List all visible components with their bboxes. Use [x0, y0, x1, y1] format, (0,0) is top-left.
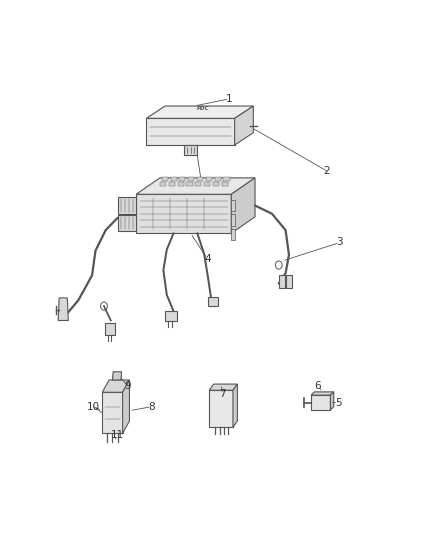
- Polygon shape: [113, 372, 122, 380]
- Polygon shape: [279, 276, 285, 288]
- Polygon shape: [187, 182, 193, 186]
- Polygon shape: [330, 392, 334, 410]
- Text: 3: 3: [336, 238, 343, 247]
- Polygon shape: [222, 182, 228, 186]
- Text: PDC: PDC: [197, 107, 209, 111]
- Polygon shape: [311, 395, 330, 410]
- Text: 11: 11: [111, 430, 124, 440]
- Polygon shape: [311, 392, 334, 395]
- Polygon shape: [231, 214, 235, 225]
- Polygon shape: [195, 182, 201, 186]
- Polygon shape: [170, 177, 177, 181]
- Polygon shape: [206, 177, 212, 181]
- Polygon shape: [213, 182, 219, 186]
- Polygon shape: [231, 178, 255, 233]
- Polygon shape: [231, 229, 235, 240]
- Polygon shape: [209, 390, 233, 427]
- Polygon shape: [102, 380, 129, 392]
- Polygon shape: [117, 197, 136, 214]
- Polygon shape: [188, 177, 194, 181]
- Text: 4: 4: [204, 254, 211, 264]
- Polygon shape: [102, 392, 123, 433]
- Text: 8: 8: [148, 402, 155, 411]
- Text: 6: 6: [314, 381, 321, 391]
- Polygon shape: [223, 177, 230, 181]
- Text: 5: 5: [335, 398, 342, 408]
- Polygon shape: [233, 384, 237, 427]
- Polygon shape: [117, 215, 136, 231]
- Polygon shape: [209, 384, 237, 390]
- Text: 9: 9: [124, 381, 131, 391]
- Polygon shape: [146, 106, 253, 118]
- Polygon shape: [179, 177, 185, 181]
- Polygon shape: [58, 298, 68, 320]
- Polygon shape: [136, 194, 231, 233]
- Polygon shape: [235, 106, 253, 145]
- Polygon shape: [105, 322, 115, 335]
- Text: 2: 2: [323, 166, 330, 176]
- Polygon shape: [160, 182, 166, 186]
- Polygon shape: [197, 177, 203, 181]
- Polygon shape: [204, 182, 210, 186]
- Polygon shape: [286, 276, 293, 288]
- Text: 1: 1: [226, 94, 233, 104]
- Text: 7: 7: [219, 389, 226, 399]
- Polygon shape: [169, 182, 175, 186]
- Polygon shape: [136, 178, 255, 194]
- Polygon shape: [184, 145, 197, 155]
- Polygon shape: [178, 182, 184, 186]
- Polygon shape: [231, 200, 235, 211]
- Polygon shape: [123, 380, 129, 433]
- Polygon shape: [215, 177, 221, 181]
- Polygon shape: [165, 311, 177, 321]
- Polygon shape: [162, 177, 168, 181]
- Text: 10: 10: [87, 402, 100, 411]
- Polygon shape: [146, 118, 235, 145]
- Polygon shape: [208, 297, 218, 306]
